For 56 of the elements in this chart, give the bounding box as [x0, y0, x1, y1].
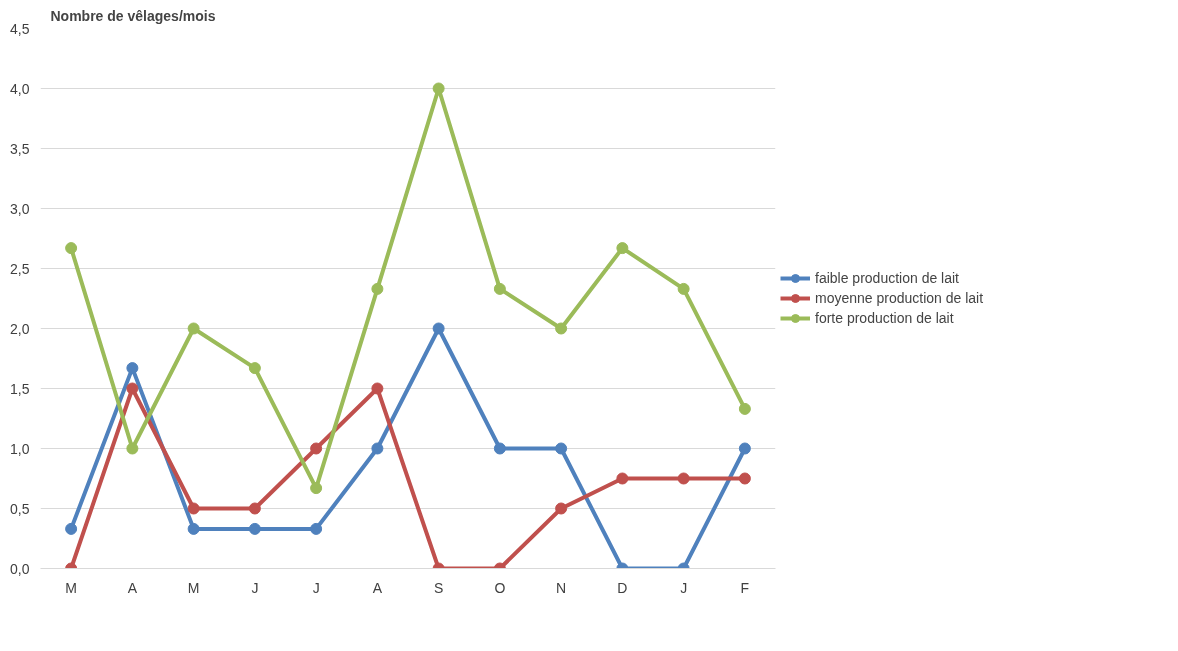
y-tick-label: 4,5: [10, 20, 30, 37]
point: [432, 322, 445, 335]
y-tick-label: 0,5: [10, 500, 30, 517]
y-tick-label: 4,0: [10, 80, 30, 97]
point: [187, 502, 200, 515]
point: [126, 382, 139, 395]
x-tick-label: J: [312, 579, 320, 596]
y-tick-label: 2,5: [10, 260, 30, 277]
legend-label: forte production de lait: [815, 310, 954, 326]
legend-label: moyenne production de lait: [815, 290, 984, 306]
y-axis-title: Nombre de vêlages/mois: [50, 7, 216, 24]
x-tick-label: N: [556, 579, 567, 596]
x-tick-label: A: [127, 579, 138, 596]
x-tick-label: A: [372, 579, 383, 596]
y-tick-label: 1,5: [10, 380, 30, 397]
point: [248, 502, 261, 515]
point: [677, 472, 690, 485]
x-tick-label: J: [251, 579, 259, 596]
point: [555, 442, 568, 455]
point: [310, 522, 323, 535]
point: [248, 522, 261, 535]
point: [616, 242, 629, 255]
point: [65, 522, 78, 535]
point: [187, 522, 200, 535]
x-tick-label: F: [740, 579, 750, 596]
point: [493, 282, 506, 295]
point: [371, 282, 384, 295]
legend-label: faible production de lait: [815, 270, 959, 286]
point: [493, 442, 506, 455]
point: [371, 442, 384, 455]
point: [677, 282, 690, 295]
point: [738, 442, 751, 455]
point: [555, 502, 568, 515]
y-tick-label: 2,0: [10, 320, 30, 337]
x-tick-label: M: [187, 579, 200, 596]
point: [310, 442, 323, 455]
x-tick-label: O: [494, 579, 506, 596]
y-tick-label: 3,0: [10, 200, 30, 217]
x-tick-label: S: [433, 579, 444, 596]
y-tick-label: 3,5: [10, 140, 30, 157]
y-tick-label: 0,0: [10, 560, 30, 577]
point: [738, 472, 751, 485]
point: [555, 322, 568, 335]
point: [310, 482, 323, 495]
point: [126, 442, 139, 455]
point: [187, 322, 200, 335]
point: [65, 242, 78, 255]
point: [248, 362, 261, 375]
x-tick-label: D: [617, 579, 628, 596]
y-tick-label: 1,0: [10, 440, 30, 457]
x-tick-label: J: [680, 579, 688, 596]
point: [738, 402, 751, 415]
x-tick-label: M: [65, 579, 77, 596]
point: [616, 472, 629, 485]
point: [371, 382, 384, 395]
point: [126, 362, 139, 375]
